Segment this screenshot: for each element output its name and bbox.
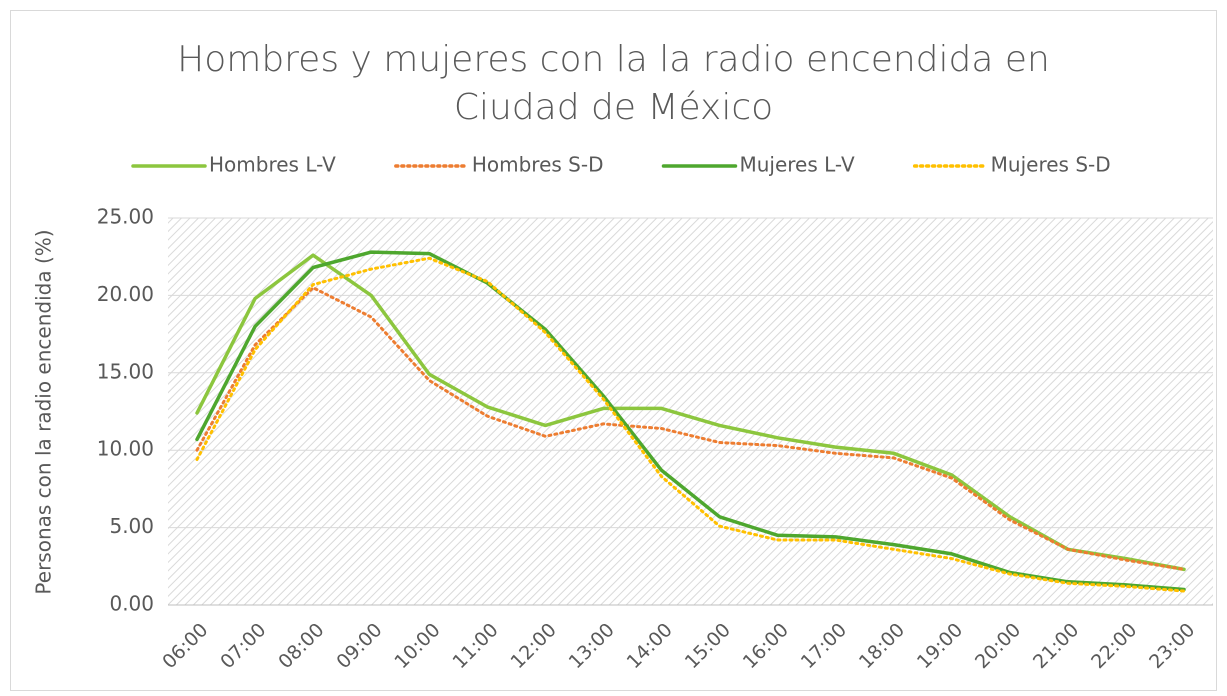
x-tick-label: 17:00 — [797, 619, 851, 673]
x-tick-label: 10:00 — [390, 619, 444, 673]
x-tick-label: 07:00 — [216, 619, 270, 673]
series-line — [195, 250, 1186, 592]
y-tick-label: 10.00 — [97, 437, 154, 461]
x-tick-label: 18:00 — [855, 619, 909, 673]
y-axis-label: Personas con la radio encendida (%) — [32, 229, 56, 594]
x-tick-label: 19:00 — [913, 619, 967, 673]
y-tick-label: 5.00 — [109, 514, 154, 538]
x-tick-label: 11:00 — [448, 619, 502, 673]
y-tick-label: 15.00 — [97, 359, 154, 383]
chart-title: Hombres y mujeres con la la radio encend… — [177, 39, 1050, 128]
legend-label: Hombres S-D — [472, 153, 604, 177]
legend-label: Mujeres S-D — [991, 153, 1111, 177]
y-tick-label: 25.00 — [97, 205, 154, 229]
series-line — [195, 256, 1186, 593]
series-line — [195, 253, 1186, 572]
x-tick-label: 12:00 — [507, 619, 561, 673]
x-tick-label: 08:00 — [274, 619, 328, 673]
legend-label: Mujeres L-V — [739, 153, 854, 177]
chart-border — [10, 10, 1217, 691]
x-tick-label: 15:00 — [681, 619, 735, 673]
y-tick-label: 0.00 — [109, 592, 154, 616]
series-line — [195, 286, 1186, 571]
x-tick-label: 14:00 — [623, 619, 677, 673]
x-tick-label: 16:00 — [739, 619, 793, 673]
x-tick-label: 13:00 — [565, 619, 619, 673]
x-tick-label: 21:00 — [1029, 619, 1083, 673]
y-tick-label: 20.00 — [97, 282, 154, 306]
x-tick-label: 20:00 — [971, 619, 1025, 673]
x-tick-label: 23:00 — [1145, 619, 1199, 673]
legend-label: Hombres L-V — [209, 153, 336, 177]
x-tick-label: 09:00 — [332, 619, 386, 673]
x-tick-label: 06:00 — [158, 619, 212, 673]
x-tick-label: 22:00 — [1087, 619, 1141, 673]
plot-area — [168, 218, 1213, 605]
